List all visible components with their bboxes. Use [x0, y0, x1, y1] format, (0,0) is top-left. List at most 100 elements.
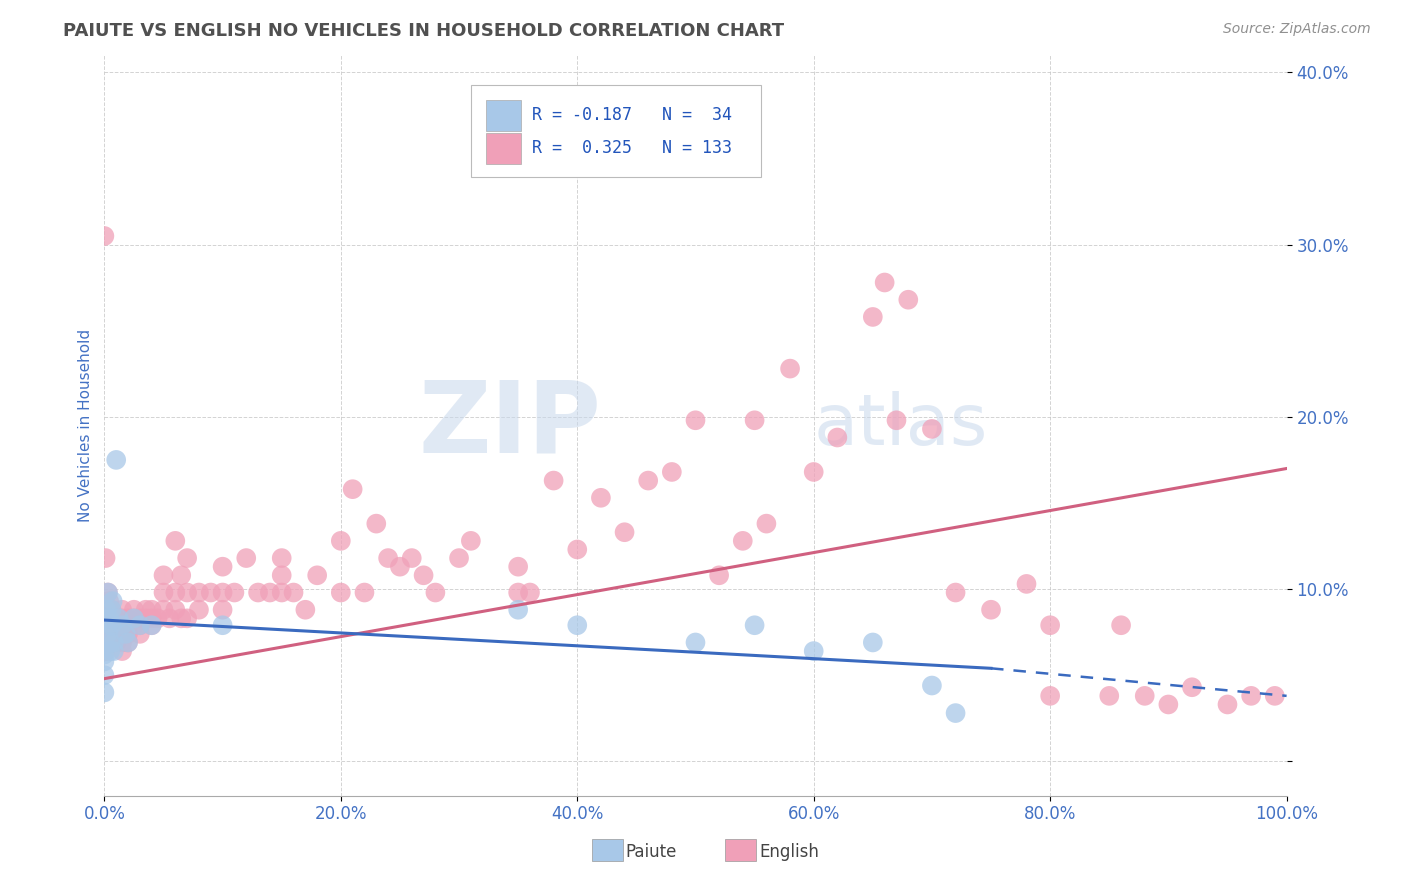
Point — [165, 585, 187, 599]
Point — [105, 618, 128, 632]
Point — [803, 465, 825, 479]
Point — [152, 603, 174, 617]
Point — [122, 618, 145, 632]
Point — [1109, 618, 1132, 632]
Point — [508, 559, 530, 574]
Point — [117, 618, 139, 632]
Text: PAIUTE VS ENGLISH NO VEHICLES IN HOUSEHOLD CORRELATION CHART: PAIUTE VS ENGLISH NO VEHICLES IN HOUSEHO… — [63, 22, 785, 40]
Point — [96, 603, 118, 617]
Point — [98, 594, 121, 608]
Point — [270, 568, 292, 582]
Point — [111, 618, 134, 632]
Point — [1133, 689, 1156, 703]
Point — [93, 668, 115, 682]
Point — [94, 618, 117, 632]
Point — [100, 611, 122, 625]
Point — [93, 627, 115, 641]
Point — [200, 585, 222, 599]
Point — [98, 611, 121, 625]
Point — [97, 585, 120, 599]
Point — [100, 603, 122, 617]
Point — [886, 413, 908, 427]
Point — [388, 559, 411, 574]
Point — [100, 618, 122, 632]
Point — [94, 644, 117, 658]
Point — [111, 635, 134, 649]
Point — [447, 551, 470, 566]
Point — [98, 627, 121, 641]
Point — [401, 551, 423, 566]
Point — [103, 644, 125, 658]
Point — [1264, 689, 1286, 703]
Text: English: English — [759, 843, 820, 861]
Point — [873, 276, 896, 290]
Point — [104, 611, 127, 625]
Point — [377, 551, 399, 566]
Text: atlas: atlas — [814, 391, 988, 460]
Point — [329, 533, 352, 548]
Point — [613, 525, 636, 540]
Point — [329, 585, 352, 599]
Point — [93, 648, 115, 662]
Point — [211, 559, 233, 574]
Point — [128, 611, 150, 625]
Point — [128, 618, 150, 632]
FancyBboxPatch shape — [486, 133, 520, 164]
Point — [731, 533, 754, 548]
Point — [94, 627, 117, 641]
Point — [97, 611, 120, 625]
Point — [921, 422, 943, 436]
Point — [744, 413, 766, 427]
Point — [152, 585, 174, 599]
Point — [100, 618, 122, 632]
Point — [366, 516, 388, 531]
Point — [307, 568, 329, 582]
Point — [270, 585, 292, 599]
FancyBboxPatch shape — [486, 100, 520, 131]
Point — [165, 533, 187, 548]
Point — [165, 603, 187, 617]
Point — [247, 585, 270, 599]
Point — [98, 611, 121, 625]
Point — [114, 618, 136, 632]
Point — [101, 627, 124, 641]
Point — [508, 603, 530, 617]
Point — [93, 618, 115, 632]
Point — [211, 603, 233, 617]
Point — [460, 533, 482, 548]
Point — [1015, 577, 1038, 591]
Point — [170, 611, 193, 625]
Point — [862, 635, 884, 649]
Point — [128, 618, 150, 632]
Point — [111, 618, 134, 632]
Point — [176, 611, 198, 625]
Point — [567, 618, 589, 632]
Point — [980, 603, 1002, 617]
Point — [93, 635, 115, 649]
Point — [117, 635, 139, 649]
Point — [98, 611, 121, 625]
Point — [1216, 698, 1239, 712]
Point — [107, 611, 129, 625]
FancyBboxPatch shape — [471, 85, 761, 178]
Point — [98, 644, 121, 658]
Point — [97, 627, 120, 641]
Point — [176, 551, 198, 566]
Text: Paiute: Paiute — [626, 843, 678, 861]
Point — [685, 635, 707, 649]
Point — [661, 465, 683, 479]
Point — [803, 644, 825, 658]
Point — [111, 603, 134, 617]
Point — [508, 585, 530, 599]
Point — [135, 603, 157, 617]
Point — [827, 430, 849, 444]
Point — [1039, 689, 1062, 703]
Point — [685, 413, 707, 427]
Point — [122, 611, 145, 625]
Point — [93, 611, 115, 625]
Point — [589, 491, 612, 505]
Text: Source: ZipAtlas.com: Source: ZipAtlas.com — [1223, 22, 1371, 37]
Point — [93, 654, 115, 668]
Point — [105, 635, 128, 649]
Point — [755, 516, 778, 531]
